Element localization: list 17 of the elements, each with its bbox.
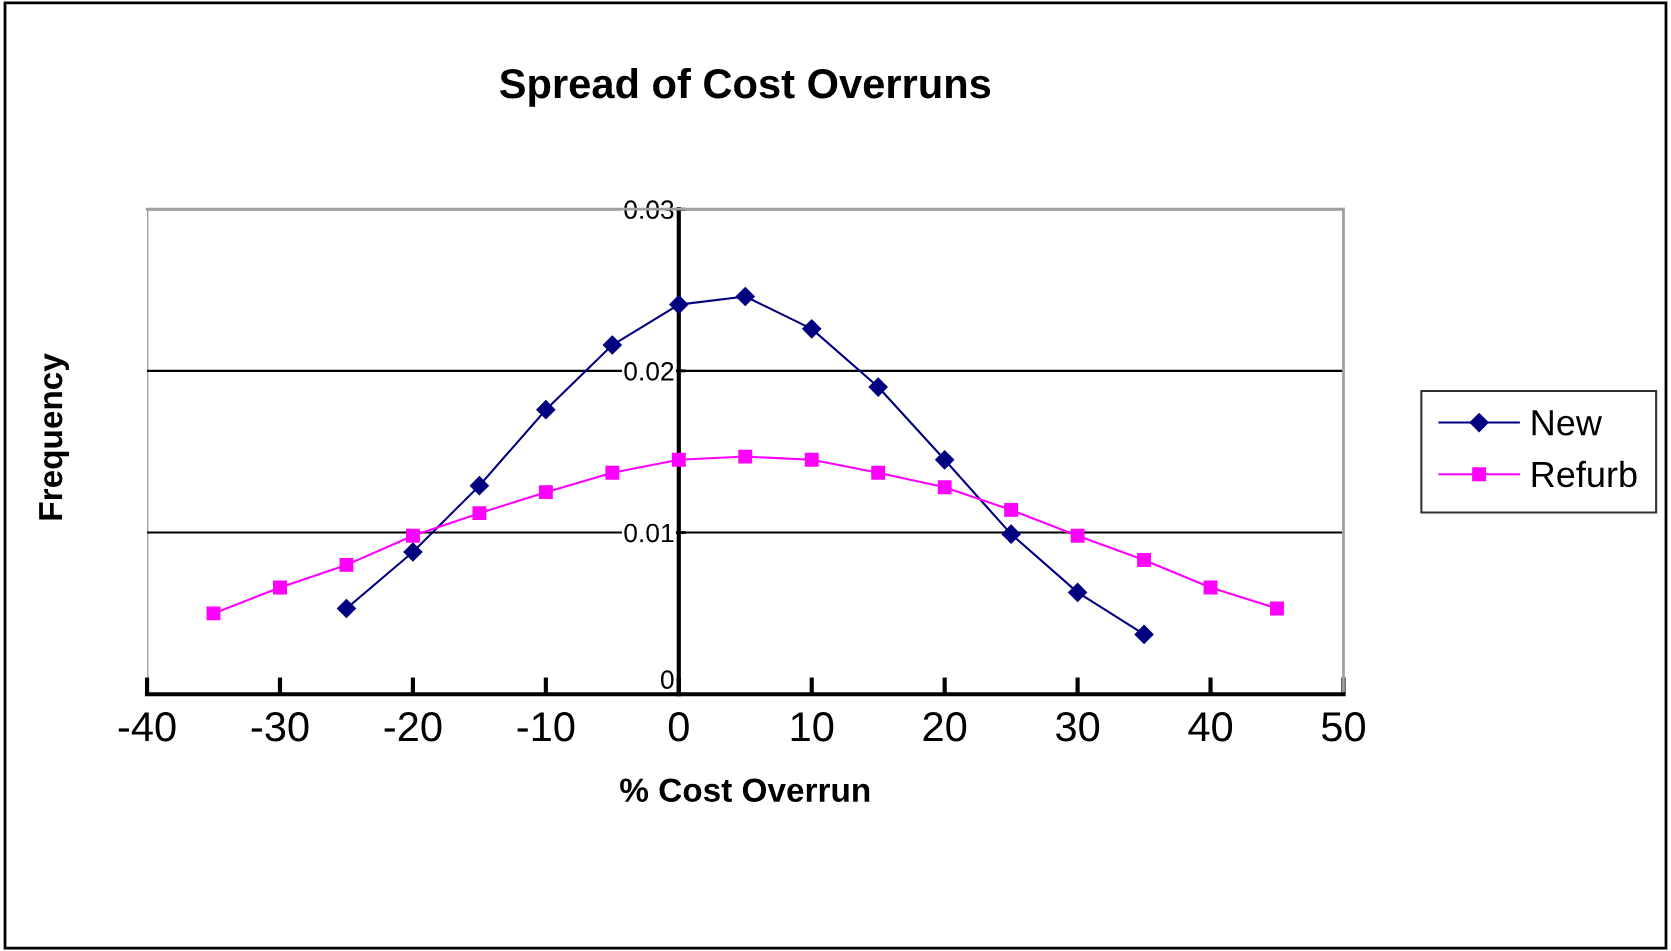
x-tick-label: 20 bbox=[923, 712, 967, 742]
y-tick-label: 0.02 bbox=[624, 362, 674, 381]
x-tick-label: -20 bbox=[384, 712, 442, 742]
x-tick-label: 30 bbox=[1056, 712, 1100, 742]
x-tick-label: 40 bbox=[1188, 712, 1233, 742]
legend-label: Refurb bbox=[1532, 460, 1637, 488]
y-tick-label: 0.01 bbox=[624, 523, 674, 543]
x-tick-label: 50 bbox=[1321, 712, 1366, 742]
x-axis-title: % Cost Overrun bbox=[620, 778, 870, 802]
x-tick-label: -10 bbox=[517, 712, 575, 742]
legend-label: New bbox=[1532, 410, 1603, 436]
x-tick-label: -30 bbox=[251, 712, 309, 742]
chart-title: Spread of Cost Overruns bbox=[499, 67, 991, 107]
y-axis-title: Frequency bbox=[39, 353, 70, 520]
x-tick-label: 10 bbox=[791, 712, 834, 742]
y-tick-label: 0 bbox=[660, 670, 674, 690]
x-tick-label: -40 bbox=[118, 712, 176, 742]
